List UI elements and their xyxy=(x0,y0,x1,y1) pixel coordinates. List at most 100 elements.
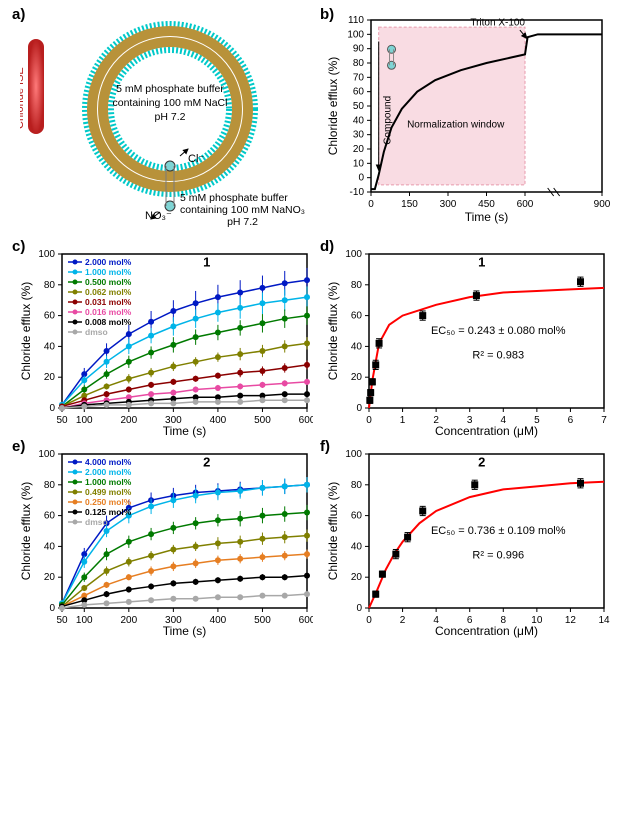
svg-text:80: 80 xyxy=(351,480,363,491)
cl-label: Cl⁻ xyxy=(188,153,204,165)
svg-text:450: 450 xyxy=(478,199,495,210)
svg-text:0: 0 xyxy=(49,403,55,414)
svg-text:14: 14 xyxy=(598,615,610,626)
svg-text:Chloride efflux (%): Chloride efflux (%) xyxy=(326,282,340,380)
svg-text:0: 0 xyxy=(368,199,374,210)
svg-text:10: 10 xyxy=(353,158,365,169)
svg-text:900: 900 xyxy=(594,199,610,210)
svg-text:150: 150 xyxy=(401,199,418,210)
svg-text:110: 110 xyxy=(348,15,364,26)
svg-text:1: 1 xyxy=(203,254,210,269)
svg-text:EC₅₀ = 0.736 ± 0.109 mol%: EC₅₀ = 0.736 ± 0.109 mol% xyxy=(431,525,566,537)
svg-text:0.250 mol%: 0.250 mol% xyxy=(85,497,132,507)
svg-text:40: 40 xyxy=(44,341,56,352)
svg-text:600: 600 xyxy=(299,615,313,626)
svg-text:Time (s): Time (s) xyxy=(163,624,207,638)
no3-label: NO₃⁻ xyxy=(145,210,172,222)
svg-text:1.000 mol%: 1.000 mol% xyxy=(85,477,132,487)
inner-buffer-1: 5 mM phosphate buffer xyxy=(116,83,224,95)
svg-text:50: 50 xyxy=(353,101,365,112)
svg-text:40: 40 xyxy=(351,341,363,352)
svg-text:100: 100 xyxy=(76,415,93,426)
panel-d: 01234567020406080100Concentration (μM)Ch… xyxy=(325,248,610,438)
svg-text:4.000 mol%: 4.000 mol% xyxy=(85,457,132,467)
svg-text:300: 300 xyxy=(440,199,457,210)
panel-e: 50100200300400500600020406080100Time (s)… xyxy=(18,448,313,638)
svg-text:0.125 mol%: 0.125 mol% xyxy=(85,507,132,517)
svg-text:100: 100 xyxy=(38,449,55,460)
panel-b: 0150300450600900-10010203040506070809010… xyxy=(325,14,610,224)
svg-text:80: 80 xyxy=(44,480,56,491)
svg-text:2.000 mol%: 2.000 mol% xyxy=(85,257,132,267)
ise-label: Chloride ISE xyxy=(20,67,26,129)
svg-text:12: 12 xyxy=(565,615,577,626)
svg-text:Concentration (μM): Concentration (μM) xyxy=(435,624,538,638)
svg-text:Chloride efflux (%): Chloride efflux (%) xyxy=(326,57,340,155)
svg-text:20: 20 xyxy=(351,372,363,383)
svg-text:20: 20 xyxy=(351,572,363,583)
svg-text:60: 60 xyxy=(44,311,56,322)
svg-text:100: 100 xyxy=(38,249,55,260)
inner-buffer-2: containing 100 mM NaCl xyxy=(113,97,228,109)
panel-a: Chloride ISE 5 mM phosphate buffer conta… xyxy=(20,14,310,224)
svg-text:600: 600 xyxy=(517,199,534,210)
svg-text:80: 80 xyxy=(351,280,363,291)
svg-text:0.499 mol%: 0.499 mol% xyxy=(85,487,132,497)
svg-text:400: 400 xyxy=(210,415,227,426)
svg-text:100: 100 xyxy=(76,615,93,626)
inner-buffer-3: pH 7.2 xyxy=(155,111,186,123)
svg-text:0.031 mol%: 0.031 mol% xyxy=(85,297,132,307)
svg-text:0: 0 xyxy=(356,403,362,414)
svg-text:100: 100 xyxy=(345,449,362,460)
svg-text:0.016 mol%: 0.016 mol% xyxy=(85,307,132,317)
svg-text:60: 60 xyxy=(351,511,363,522)
svg-text:400: 400 xyxy=(210,615,227,626)
svg-text:0: 0 xyxy=(49,603,55,614)
ise-electrode xyxy=(28,39,44,134)
svg-text:Compound: Compound xyxy=(382,96,393,145)
svg-text:40: 40 xyxy=(351,541,363,552)
svg-text:20: 20 xyxy=(353,144,365,155)
svg-text:500: 500 xyxy=(254,415,271,426)
svg-text:0.062 mol%: 0.062 mol% xyxy=(85,287,132,297)
svg-text:dmso: dmso xyxy=(85,327,108,337)
svg-text:20: 20 xyxy=(44,572,56,583)
svg-text:90: 90 xyxy=(353,44,365,55)
svg-text:60: 60 xyxy=(351,311,363,322)
svg-text:2.000 mol%: 2.000 mol% xyxy=(85,467,132,477)
svg-text:2: 2 xyxy=(203,454,210,469)
svg-text:Triton X-100: Triton X-100 xyxy=(470,18,525,29)
svg-text:0: 0 xyxy=(366,615,372,626)
svg-text:Normalization window: Normalization window xyxy=(407,120,505,131)
panel-f: 02468101214020406080100Concentration (μM… xyxy=(325,448,610,638)
svg-text:0.500 mol%: 0.500 mol% xyxy=(85,277,132,287)
svg-text:20: 20 xyxy=(44,372,56,383)
svg-text:1: 1 xyxy=(400,415,406,426)
svg-text:2: 2 xyxy=(400,615,406,626)
svg-text:Concentration (μM): Concentration (μM) xyxy=(435,424,538,438)
svg-text:50: 50 xyxy=(56,615,68,626)
svg-text:0: 0 xyxy=(366,415,372,426)
svg-text:500: 500 xyxy=(254,615,271,626)
svg-text:30: 30 xyxy=(353,130,365,141)
svg-text:R² = 0.996: R² = 0.996 xyxy=(472,550,524,562)
svg-text:7: 7 xyxy=(601,415,607,426)
svg-text:80: 80 xyxy=(44,280,56,291)
svg-text:dmso: dmso xyxy=(85,517,108,527)
svg-text:100: 100 xyxy=(347,29,364,40)
svg-text:600: 600 xyxy=(299,415,313,426)
panel-c: 50100200300400500600020406080100Time (s)… xyxy=(18,248,313,438)
svg-text:1: 1 xyxy=(478,254,485,269)
svg-text:50: 50 xyxy=(56,415,68,426)
svg-text:40: 40 xyxy=(353,115,365,126)
svg-text:0: 0 xyxy=(356,603,362,614)
svg-text:40: 40 xyxy=(44,541,56,552)
svg-text:100: 100 xyxy=(345,249,362,260)
svg-text:6: 6 xyxy=(568,415,574,426)
svg-text:70: 70 xyxy=(353,72,365,83)
svg-text:EC₅₀ = 0.243 ± 0.080 mol%: EC₅₀ = 0.243 ± 0.080 mol% xyxy=(431,325,566,337)
outer-buffer: 5 mM phosphate buffer containing 100 mM … xyxy=(180,192,305,228)
svg-text:200: 200 xyxy=(120,615,137,626)
svg-text:R² = 0.983: R² = 0.983 xyxy=(472,350,524,362)
svg-text:2: 2 xyxy=(478,454,485,469)
